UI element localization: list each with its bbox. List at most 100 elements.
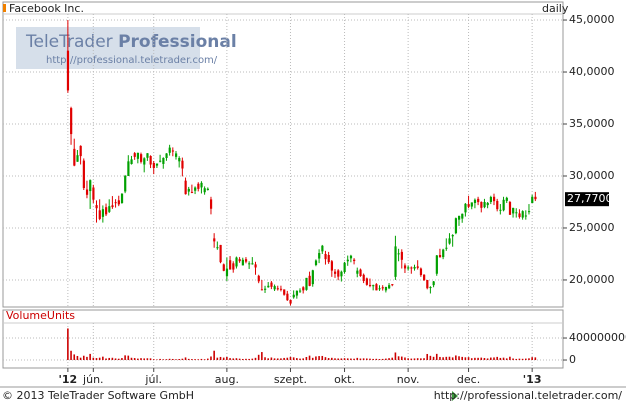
volume-bar [105,358,107,361]
volume-bar [111,357,114,361]
candle-body [114,202,117,204]
volume-bar [410,358,413,361]
volume-bar [289,356,292,361]
candle-body [219,244,222,263]
x-tick-label: '13 [523,373,542,386]
candle-body [159,160,162,162]
volume-bar [270,357,273,361]
x-tick-label: szept. [274,373,307,386]
interval-label: daily [542,2,569,15]
candle-body [171,150,175,152]
candle-body [397,253,400,255]
volume-bar [168,358,171,361]
volume-bar [194,359,196,361]
plot-layer: 20,0000 25,0000 30,0000 35,0000 40,0000 45,00… [3,13,626,386]
candle-body [184,180,187,195]
candle-body [276,288,279,290]
volume-bar [397,356,400,361]
candle-body [419,268,423,276]
candle-body [321,245,324,252]
volume-bar [467,357,470,361]
candle-body [289,299,292,304]
candle-body [515,212,518,214]
candle-body [279,288,283,290]
candle-body [527,211,531,213]
volume-bar [200,358,203,361]
volume-bar [346,358,349,361]
candle-body [496,200,499,210]
candle-body [305,277,308,290]
last-price-label: 27,7700 [567,192,613,205]
volume-bar [502,357,505,361]
volume-bar [73,354,76,361]
volume-bar [302,358,304,361]
volume-bar [518,358,521,361]
candle-body [76,155,79,162]
volume-bar [524,358,527,361]
candle-body [531,196,534,204]
candle-body [337,270,340,277]
candle-body [407,267,410,269]
volume-bar [521,358,524,361]
copyright: © 2013 TeleTrader Software GmbH [2,389,194,402]
volume-bar [210,356,212,361]
volume-bar [82,355,85,361]
candle-body [101,209,105,217]
candle-body [518,213,521,218]
volume-bar [464,357,467,361]
candle-body [244,259,248,262]
volume-bar [321,355,324,361]
candle-body [257,275,260,282]
volume-bar [442,357,444,361]
candle-body [143,158,146,165]
volume-bar [334,358,336,361]
candle-body [333,271,337,274]
volume-bar [534,357,537,361]
candle-body [432,281,435,286]
candle-body [349,255,353,259]
volume-bar [445,356,448,361]
volume-bar [486,358,489,361]
candle-body [267,285,270,288]
volume-bar [340,358,343,361]
candle-body [403,265,407,269]
volume-bar [206,358,209,361]
candle-body [375,284,378,291]
candle-body [140,154,143,162]
candle-body [127,161,130,176]
candle-body [168,147,171,153]
candle-body [477,198,480,203]
candle-body [111,205,114,208]
volume-bar [353,358,355,361]
volume-bar [426,353,429,361]
candle-body [222,264,225,271]
candle-body [458,216,461,220]
volume-bar [76,355,79,361]
candle-body [95,205,98,209]
candle-body [451,235,454,237]
volume-bar [490,357,492,361]
volume-bar [140,358,142,361]
volume-bar [251,358,254,361]
volume-bar [331,357,333,361]
volume-bar [143,358,145,361]
candle-body [292,294,295,298]
candle-body [505,197,508,201]
volume-bar [448,356,451,361]
volume-bar [451,357,454,361]
candle-body [445,247,448,249]
candle-body [381,287,384,289]
candle-body [197,183,200,189]
watermark-product: Professional [118,32,237,52]
volume-bar [261,352,263,361]
volume-bar [305,356,308,361]
volume-bar [378,359,381,361]
y-tick-label: 25,0000 [569,221,615,234]
candle-body [136,152,140,159]
volume-bar [499,357,502,361]
volume-bar [365,358,368,361]
candle-body [492,196,496,202]
volume-bar [432,356,435,361]
volume-bar [248,358,250,361]
volume-bar [394,352,397,361]
